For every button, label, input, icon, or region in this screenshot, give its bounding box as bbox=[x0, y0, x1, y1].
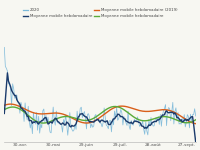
Legend: 2020, Moyenne mobile hebdomadaire, Moyenne mobile hebdomadaire (2019), Moyenne m: 2020, Moyenne mobile hebdomadaire, Moyen… bbox=[21, 7, 179, 20]
